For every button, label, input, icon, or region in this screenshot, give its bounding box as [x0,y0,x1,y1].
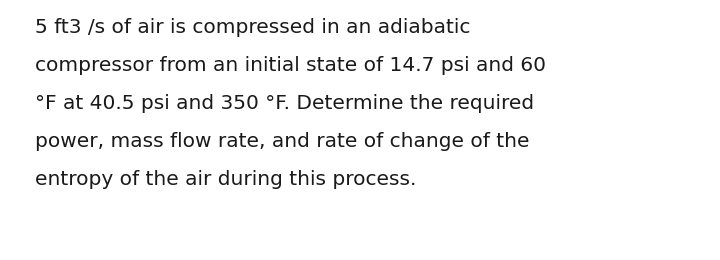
Text: entropy of the air during this process.: entropy of the air during this process. [35,170,416,189]
Text: °F at 40.5 psi and 350 °F. Determine the required: °F at 40.5 psi and 350 °F. Determine the… [35,94,534,113]
Text: 5 ft3 /s of air is compressed in an adiabatic: 5 ft3 /s of air is compressed in an adia… [35,18,470,37]
Text: power, mass flow rate, and rate of change of the: power, mass flow rate, and rate of chang… [35,132,529,151]
Text: compressor from an initial state of 14.7 psi and 60: compressor from an initial state of 14.7… [35,56,546,75]
